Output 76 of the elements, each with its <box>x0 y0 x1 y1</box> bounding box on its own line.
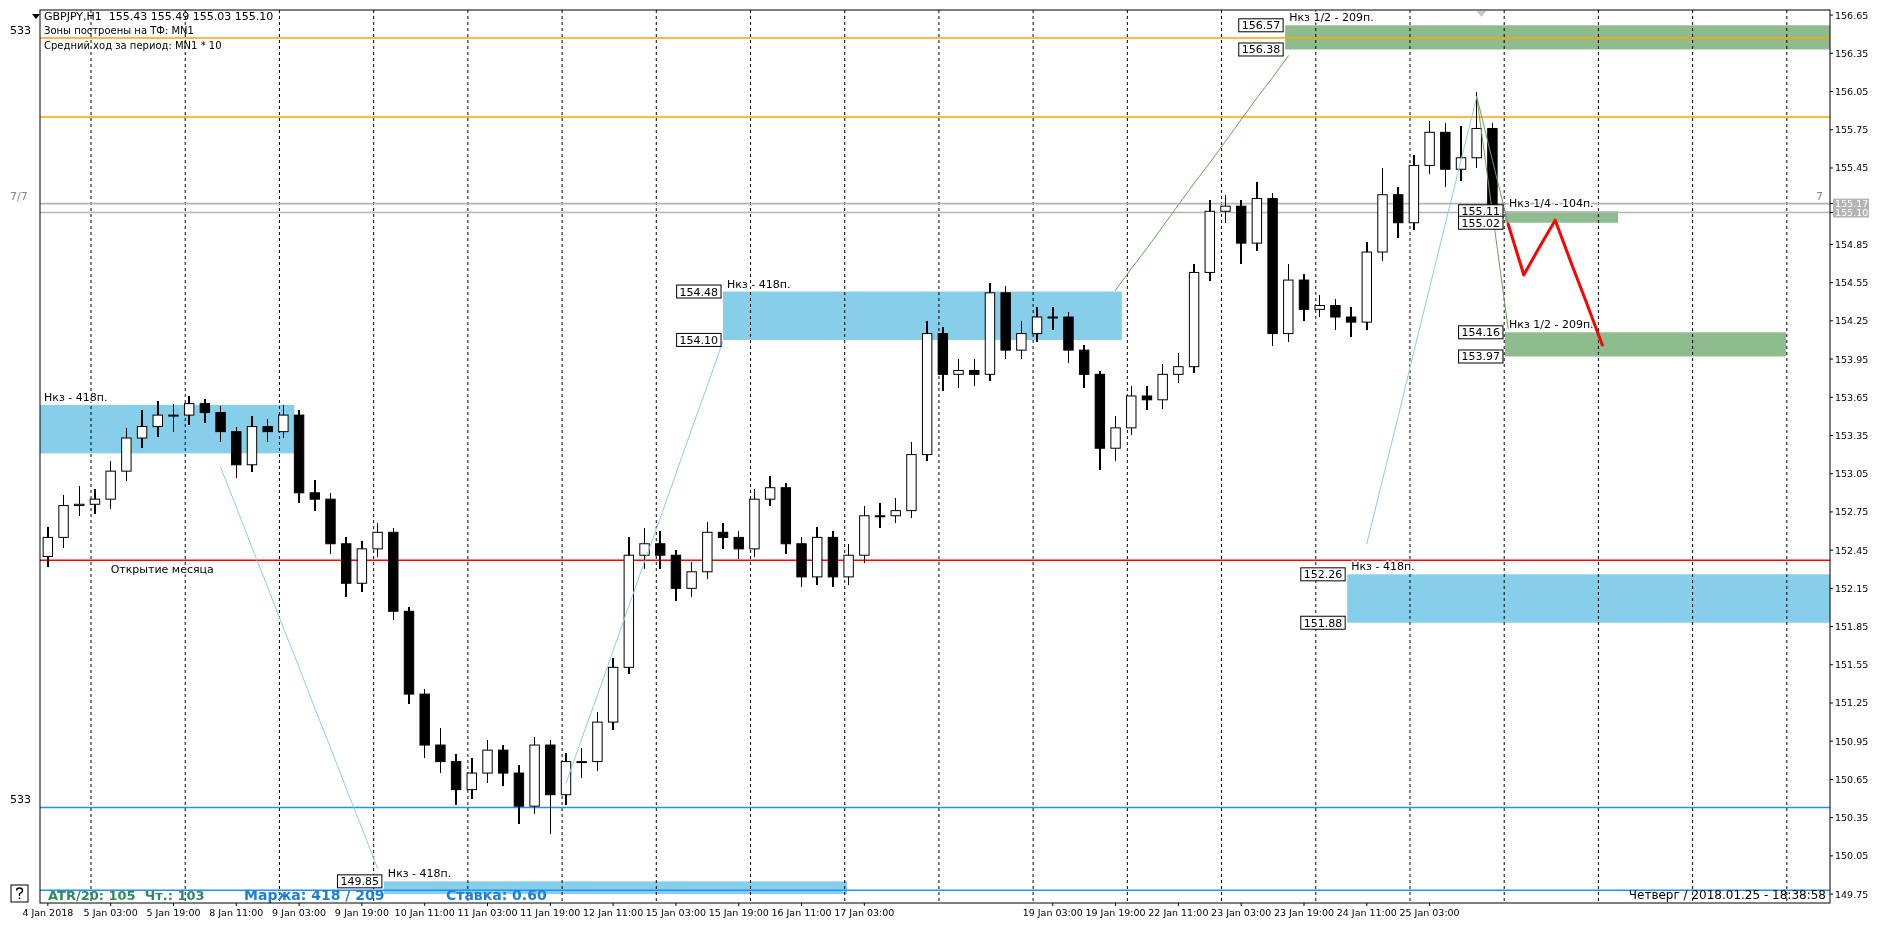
y-tick-label: 152.75 <box>1835 506 1869 518</box>
y-tick-label: 150.95 <box>1835 735 1869 747</box>
x-tick-label: 10 Jan 11:00 <box>394 907 455 918</box>
x-tick-label: 15 Jan 19:00 <box>708 907 769 918</box>
annotation: Маржа: 418 / 209 <box>244 887 385 903</box>
annotation: Зоны построены на ТФ: MN1 <box>44 25 194 36</box>
y-tick-label: 153.95 <box>1835 353 1869 365</box>
x-tick-label: 11 Jan 19:00 <box>520 907 581 918</box>
x-tick-label: 9 Jan 03:00 <box>272 907 327 918</box>
band-label: Нкз - 418п. <box>44 390 108 404</box>
band-label: Нкз 1/2 - 209п. <box>1508 318 1594 332</box>
y-tick-label: 151.25 <box>1835 697 1869 709</box>
y-tick-label: 155.45 <box>1835 162 1869 174</box>
annotation: ATR/20: 105 Чт.: 103 <box>48 888 205 903</box>
annotation: 154.10 <box>679 333 719 347</box>
y-tick-label: 154.25 <box>1835 315 1869 327</box>
y-tick-label: 151.55 <box>1835 659 1869 671</box>
annotation: 149.85 <box>340 875 379 889</box>
y-tick-label: 155.75 <box>1835 124 1869 136</box>
y-tick-label: 154.85 <box>1835 238 1869 250</box>
y-tick-label: 152.45 <box>1835 544 1869 556</box>
y-tick-label: 149.75 <box>1835 888 1869 900</box>
band-label: Нкз 1/4 - 104п. <box>1508 197 1594 211</box>
annotation: Средний ход за период: MN1 * 10 <box>44 40 222 51</box>
band-label: Нкз - 418п. <box>727 277 791 291</box>
chart-title: GBPJPY,H1 155.43 155.49 155.03 155.10 <box>44 10 274 23</box>
annotation: 7 <box>1816 189 1823 203</box>
annotation: 151.88 <box>1303 616 1343 630</box>
x-tick-label: 5 Jan 19:00 <box>146 907 201 918</box>
annotation: 155.02 <box>1461 216 1501 230</box>
annotation: 153.97 <box>1461 350 1501 364</box>
y-tick-label: 153.05 <box>1835 468 1869 480</box>
x-tick-label: 23 Jan 19:00 <box>1273 907 1335 918</box>
y-tick-label: 155.10 <box>1835 207 1869 219</box>
x-tick-label: 24 Jan 11:00 <box>1336 907 1397 918</box>
x-tick-label: 23 Jan 03:00 <box>1211 907 1272 918</box>
x-tick-label: 19 Jan 03:00 <box>1022 907 1083 918</box>
y-tick-label: 150.35 <box>1835 812 1869 824</box>
y-tick-label: 156.65 <box>1835 9 1869 21</box>
annotation: 154.48 <box>679 285 719 299</box>
y-tick-label: 155.17 <box>1835 198 1869 210</box>
x-tick-label: 16 Jan 11:00 <box>771 907 832 918</box>
x-tick-label: 17 Jan 03:00 <box>834 907 895 918</box>
x-tick-label: 25 Jan 03:00 <box>1399 907 1460 918</box>
x-tick-label: 22 Jan 11:00 <box>1148 907 1209 918</box>
x-tick-label: 8 Jan 11:00 <box>209 907 264 918</box>
band-label: Нкз 1/2 - 209п. <box>1289 11 1374 25</box>
y-tick-label: 156.35 <box>1835 47 1869 59</box>
x-tick-label: 12 Jan 11:00 <box>583 907 644 918</box>
text: 533 <box>10 793 31 807</box>
band-label: Нкз - 418п. <box>1351 560 1415 574</box>
x-tick-label: 19 Jan 19:00 <box>1085 907 1146 918</box>
text: 533 <box>10 24 31 38</box>
y-tick-label: 152.15 <box>1835 582 1869 594</box>
annotation: Четверг / 2018.01.25 - 18:38:58 <box>1628 888 1826 902</box>
x-tick-label: 4 Jan 2018 <box>22 907 74 918</box>
y-tick-label: 154.55 <box>1835 277 1869 289</box>
y-tick-label: 153.65 <box>1835 391 1869 403</box>
annotation: Ставка: 0.60 <box>446 887 547 903</box>
y-tick-label: 150.05 <box>1835 850 1869 862</box>
x-tick-label: 11 Jan 03:00 <box>457 907 518 918</box>
y-tick-label: 150.65 <box>1835 773 1869 785</box>
y-tick-label: 156.05 <box>1835 86 1869 98</box>
band-label: Нкз - 418п. <box>387 867 452 881</box>
annotation: 156.38 <box>1241 43 1281 57</box>
ref-line-label: Открытие месяца <box>110 563 214 577</box>
y-tick-label: 151.85 <box>1835 621 1869 633</box>
text: 7/7 <box>10 189 28 203</box>
y-tick-label: 153.35 <box>1835 429 1869 441</box>
x-tick-label: 9 Jan 19:00 <box>334 907 389 918</box>
annotation: 154.16 <box>1461 326 1501 340</box>
x-tick-label: 15 Jan 03:00 <box>645 907 706 918</box>
annotation: 152.26 <box>1303 568 1343 582</box>
x-tick-label: 5 Jan 03:00 <box>83 907 138 918</box>
annotation: 155.11 <box>1461 205 1501 219</box>
annotation: 156.57 <box>1241 19 1281 33</box>
